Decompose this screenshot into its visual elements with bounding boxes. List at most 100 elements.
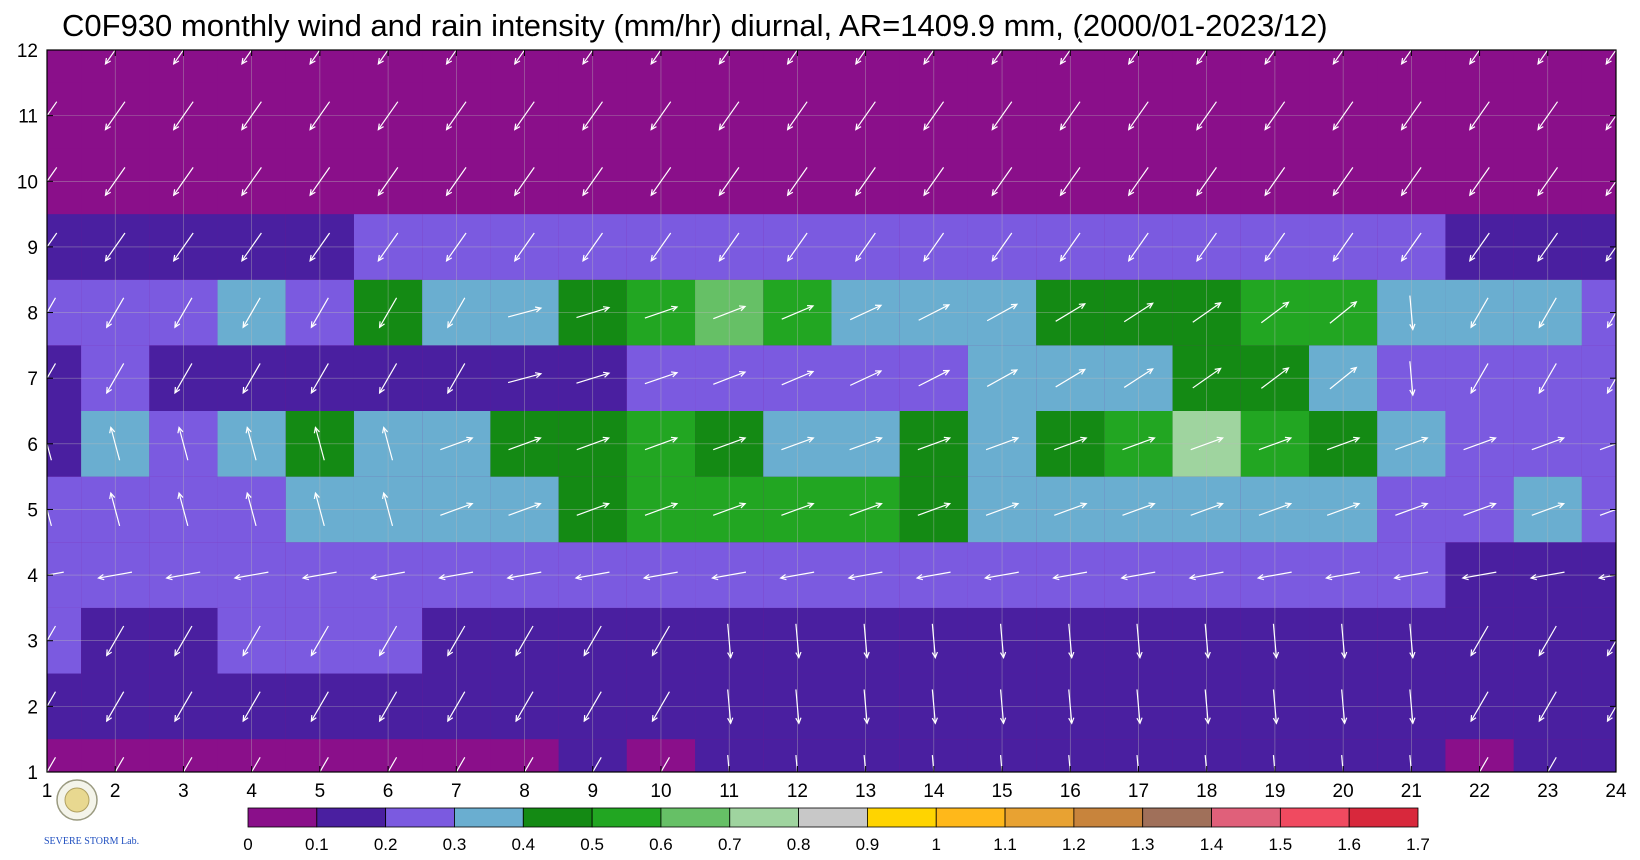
wind-arrow	[1122, 502, 1156, 516]
wind-arrow	[174, 691, 193, 723]
x-tick-label: 11	[719, 781, 739, 802]
wind-arrow	[109, 491, 121, 527]
wind-arrow	[109, 426, 121, 461]
wind-arrow	[650, 101, 672, 131]
wind-arrow	[1469, 167, 1490, 197]
wind-arrow	[1258, 502, 1293, 516]
wind-arrow	[1329, 300, 1358, 324]
wind-arrow	[1409, 295, 1416, 331]
wind-arrow	[1538, 691, 1557, 723]
wind-arrow	[309, 232, 331, 262]
wind-arrow	[377, 232, 399, 262]
wind-arrow	[1204, 689, 1211, 725]
x-tick-label: 10	[650, 781, 671, 802]
wind-arrow	[576, 371, 611, 384]
wind-arrow	[1463, 436, 1497, 451]
wind-arrow	[644, 436, 679, 451]
wind-arrow	[779, 571, 815, 581]
y-tick-label: 1	[27, 763, 38, 784]
wind-arrow	[1531, 436, 1566, 451]
colorbar-swatch	[1348, 807, 1419, 828]
wind-arrow	[1260, 301, 1290, 324]
wind-arrow	[576, 436, 611, 451]
wind-arrow	[1052, 571, 1088, 581]
wind-arrow	[1054, 436, 1088, 451]
wind-arrow	[172, 232, 194, 262]
wind-arrow	[849, 436, 883, 451]
wind-arrow	[931, 623, 938, 660]
wind-arrow	[855, 167, 876, 197]
colorbar-swatch	[1073, 807, 1144, 828]
wind-arrow	[1068, 623, 1075, 660]
colorbar-label: 1	[932, 835, 941, 854]
wind-arrow	[515, 691, 534, 723]
chart-title: C0F930 monthly wind and rain intensity (…	[62, 8, 1328, 43]
wind-arrow	[1529, 571, 1565, 581]
wind-arrow	[309, 101, 331, 131]
wind-arrow	[1059, 232, 1081, 262]
colorbar-swatch	[798, 807, 868, 828]
wind-arrow	[174, 625, 193, 657]
colorbar-swatch	[454, 807, 524, 828]
x-tick-label: 7	[451, 781, 462, 802]
colorbar-swatch	[385, 807, 455, 828]
colorbar-label: 1.5	[1269, 835, 1293, 854]
wind-arrow	[915, 571, 951, 581]
wind-arrow	[1127, 232, 1149, 262]
wind-arrow	[849, 370, 883, 386]
wind-arrow	[1196, 101, 1217, 131]
heat-cell	[47, 50, 82, 83]
wind-arrow	[1395, 502, 1429, 516]
wind-arrow	[1264, 167, 1286, 197]
wind-arrow	[245, 426, 257, 461]
x-tick-label: 8	[519, 781, 530, 802]
x-tick-label: 4	[246, 781, 257, 802]
wind-arrow	[986, 369, 1019, 387]
wind-arrow	[1123, 302, 1154, 323]
wind-arrow	[1055, 368, 1087, 388]
y-tick-label: 10	[17, 172, 38, 193]
wind-arrow	[651, 625, 670, 657]
wind-arrow	[242, 297, 261, 329]
wind-arrow	[369, 571, 405, 581]
wind-arrow	[1332, 232, 1354, 262]
x-tick-label: 23	[1537, 781, 1558, 802]
colorbar-label: 0.2	[374, 835, 398, 854]
wind-arrow	[781, 436, 815, 451]
wind-arrow	[1196, 232, 1217, 262]
wind-arrow	[172, 167, 194, 197]
wind-arrow	[795, 689, 802, 725]
colorbar-label: 0	[243, 835, 252, 854]
wind-arrow	[576, 306, 611, 319]
wind-arrow	[440, 436, 474, 451]
wind-arrow	[310, 297, 329, 329]
wind-arrow	[1537, 101, 1559, 131]
wind-arrow	[515, 625, 534, 657]
wind-arrow	[1470, 297, 1489, 329]
wind-arrow	[1461, 571, 1497, 581]
y-tick-label: 7	[27, 369, 38, 390]
wind-arrow	[378, 625, 398, 657]
x-tick-label: 6	[383, 781, 394, 802]
y-tick-label: 6	[27, 435, 38, 456]
wind-arrow	[310, 625, 329, 657]
wind-arrow	[644, 502, 679, 516]
x-tick-label: 1	[42, 781, 53, 802]
colorbar-swatch	[867, 807, 937, 828]
lab-logo: SEVERE STORM Lab.	[44, 779, 139, 847]
wind-arrow	[983, 571, 1019, 581]
wind-arrow	[1463, 502, 1497, 516]
wind-arrow	[241, 232, 262, 262]
colorbar-label: 0.6	[649, 835, 673, 854]
wind-arrow	[985, 502, 1020, 516]
wind-arrow	[1192, 302, 1222, 323]
wind-arrow	[447, 691, 466, 723]
y-tick-label: 2	[27, 697, 38, 718]
wind-arrow	[1127, 101, 1149, 131]
wind-arrow	[1136, 689, 1143, 725]
wind-arrow	[1190, 502, 1224, 516]
colorbar-label: 1.6	[1337, 835, 1361, 854]
wind-arrow	[986, 303, 1019, 322]
wind-arrow	[1059, 101, 1081, 131]
wind-arrow	[1538, 297, 1557, 329]
